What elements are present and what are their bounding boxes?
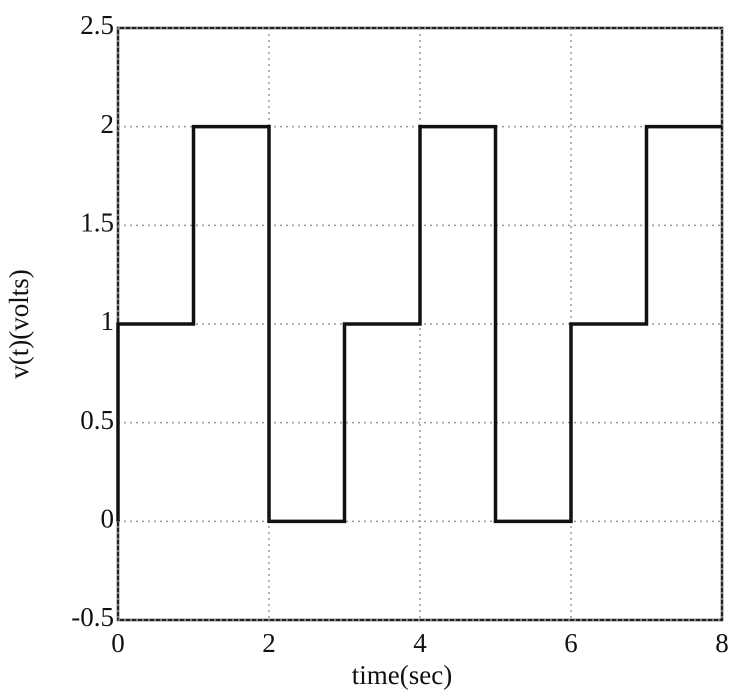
x-tick-label: 6 (564, 628, 578, 658)
y-tick-label: 0 (101, 504, 115, 534)
x-tick-label: 2 (262, 628, 276, 658)
y-axis-label: v(t)(volts) (4, 269, 34, 378)
y-tick-label: 0.5 (80, 405, 114, 435)
x-tick-label: 4 (413, 628, 427, 658)
x-axis-label: time(sec) (352, 660, 452, 690)
y-tick-label: -0.5 (71, 602, 114, 632)
x-tick-label: 0 (111, 628, 125, 658)
y-tick-label: 2.5 (80, 10, 114, 40)
x-tick-label: 8 (715, 628, 729, 658)
y-tick-label: 1 (101, 306, 115, 336)
series-line (116, 124, 722, 524)
y-tick-label: 1.5 (80, 208, 114, 238)
y-tick-label: 2 (101, 109, 115, 139)
